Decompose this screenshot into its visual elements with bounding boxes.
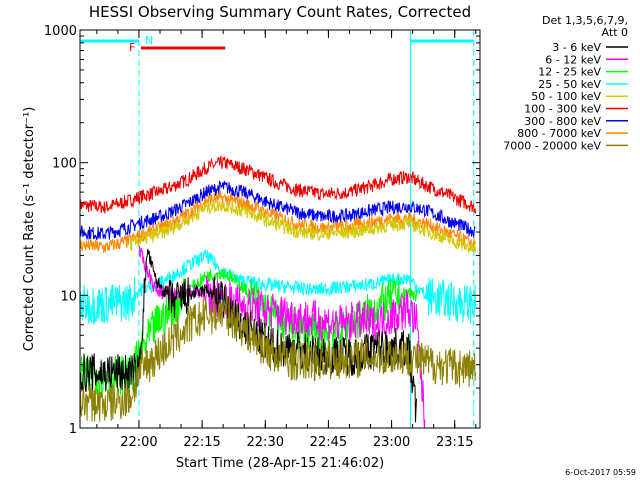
series-line: [79, 155, 477, 214]
series-line: [130, 199, 477, 254]
legend-label: 800 - 7000 keV: [517, 127, 601, 140]
y-axis: 1 10 100 1000: [44, 24, 480, 437]
plot-frame: [79, 29, 481, 429]
series-line: [79, 249, 477, 325]
x-axis: 22:00 22:15 22:30 22:45 23:00 23:15: [96, 30, 477, 450]
plot-area: NF: [79, 30, 477, 429]
series-line: [138, 245, 426, 429]
y-tick-label: 1: [69, 422, 77, 437]
legend-label: 100 - 300 keV: [524, 103, 601, 116]
y-tick-label: 1000: [44, 24, 77, 39]
legend-header: Det 1,3,5,6,7,9,: [542, 14, 628, 27]
timestamp: 6-Oct-2017 05:59: [565, 468, 636, 477]
x-axis-label: Start Time (28-Apr-15 21:46:02): [176, 456, 384, 471]
x-tick-label: 22:45: [310, 435, 347, 450]
x-tick-label: 22:30: [247, 435, 284, 450]
legend-label: 6 - 12 keV: [545, 53, 601, 66]
legend-label: 25 - 50 keV: [538, 78, 601, 91]
y-tick-label: 10: [60, 289, 77, 304]
x-tick-label: 22:15: [183, 435, 220, 450]
series-line: [79, 294, 477, 422]
marker-n: N: [145, 34, 153, 47]
y-axis-label: Corrected Count Rate (s⁻¹ detector⁻¹): [22, 107, 37, 352]
legend-label: 7000 - 20000 keV: [503, 139, 601, 152]
legend-label: 12 - 25 keV: [538, 66, 601, 79]
series-line: [79, 180, 476, 240]
legend-label: 3 - 6 keV: [552, 41, 601, 54]
x-tick-label: 23:00: [373, 435, 410, 450]
legend-label: 50 - 100 keV: [531, 90, 601, 103]
y-tick-label: 100: [52, 157, 77, 172]
legend-header: Att 0: [602, 26, 628, 39]
legend-label: 300 - 800 keV: [524, 115, 601, 128]
marker-f: F: [129, 41, 135, 54]
x-tick-label: 23:15: [436, 435, 473, 450]
x-tick-label: 22:00: [120, 435, 157, 450]
chart-title: HESSI Observing Summary Count Rates, Cor…: [89, 3, 471, 21]
